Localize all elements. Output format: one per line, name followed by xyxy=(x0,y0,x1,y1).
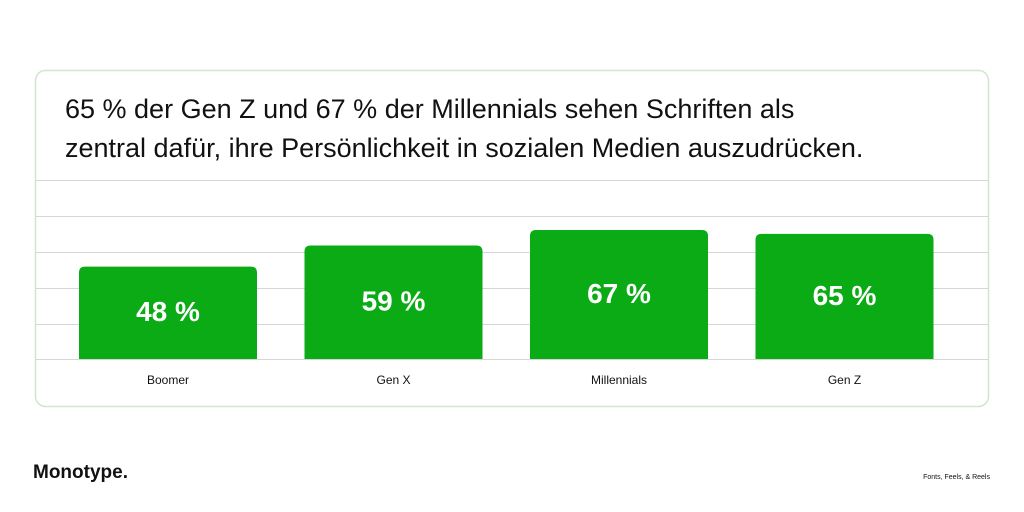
x-tick-label: Gen Z xyxy=(828,373,861,387)
x-tick-label: Boomer xyxy=(147,373,189,387)
chart-title: 65 % der Gen Z und 67 % der Millennials … xyxy=(65,94,794,124)
bar xyxy=(304,245,483,359)
x-tick-label: Gen X xyxy=(376,373,410,387)
tagline: Fonts, Feels, & Reels xyxy=(923,474,990,481)
value-label: 67 % xyxy=(587,278,651,309)
value-label: 59 % xyxy=(362,286,426,317)
card xyxy=(34,69,990,408)
brand: Monotype. xyxy=(33,462,128,483)
chart-title: zentral dafür, ihre Persönlichkeit in so… xyxy=(65,133,863,163)
bar xyxy=(530,230,708,359)
bar xyxy=(755,233,934,359)
bar xyxy=(79,266,257,359)
value-label: 65 % xyxy=(813,280,877,311)
value-label: 48 % xyxy=(136,296,200,327)
x-tick-label: Millennials xyxy=(591,373,647,387)
